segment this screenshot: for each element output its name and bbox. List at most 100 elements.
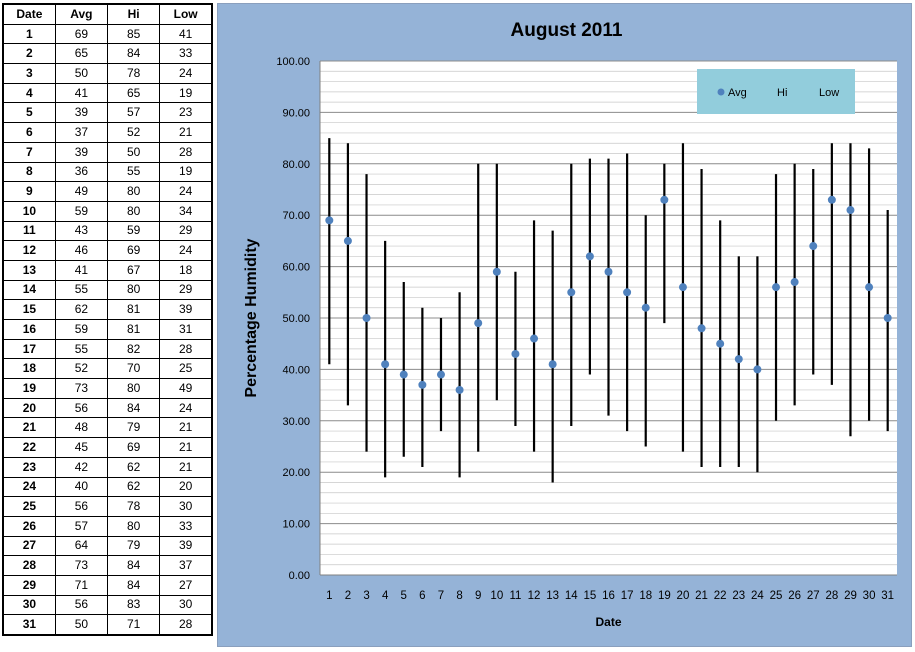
table-row: 8 36 55 19	[2, 161, 213, 183]
cell-avg: 62	[54, 299, 109, 320]
cell-date: 9	[2, 181, 56, 202]
cell-hi: 84	[106, 574, 161, 596]
avg-point	[530, 334, 539, 343]
avg-point	[641, 303, 650, 312]
table-row: 3 50 78 24	[2, 63, 213, 84]
cell-low: 21	[159, 417, 213, 439]
cell-avg: 50	[54, 63, 109, 84]
cell-low: 39	[159, 535, 213, 557]
cell-avg: 43	[54, 220, 109, 242]
cell-low: 34	[159, 200, 213, 222]
x-tick-label: 19	[658, 590, 671, 602]
x-axis-label: Date	[595, 615, 621, 629]
cell-low: 31	[159, 319, 213, 340]
header-low: Low	[159, 3, 213, 25]
cell-hi: 78	[106, 63, 161, 84]
table-row: 4 41 65 19	[2, 82, 213, 104]
cell-hi: 52	[106, 122, 161, 143]
cell-hi: 69	[106, 437, 161, 458]
cell-date: 15	[2, 299, 56, 320]
x-tick-label: 25	[770, 590, 783, 602]
cell-date: 3	[2, 63, 56, 84]
cell-date: 18	[2, 358, 56, 380]
y-tick-label: 90.00	[282, 107, 310, 119]
cell-low: 28	[159, 614, 213, 636]
x-tick-label: 27	[807, 590, 820, 602]
cell-low: 23	[159, 102, 213, 124]
table-row: 21 48 79 21	[2, 417, 213, 439]
x-tick-label: 13	[546, 590, 559, 602]
y-tick-label: 50.00	[282, 313, 310, 325]
cell-hi: 81	[106, 299, 161, 320]
cell-avg: 64	[54, 535, 109, 557]
cell-date: 4	[2, 82, 56, 104]
table-row: 9 49 80 24	[2, 181, 213, 202]
avg-point	[716, 339, 725, 348]
table-row: 25 56 78 30	[2, 496, 213, 517]
table-row: 28 73 84 37	[2, 555, 213, 576]
chart-panel: 0.00 10.00 20.00 30.00 40.00 50.00 60.00 70.00 8…	[217, 3, 912, 647]
x-tick-label: 10	[490, 590, 503, 602]
cell-avg: 37	[54, 122, 109, 143]
cell-hi: 84	[106, 397, 161, 419]
x-tick-label: 21	[695, 590, 708, 602]
cell-low: 19	[159, 161, 213, 183]
avg-point	[548, 360, 557, 369]
x-tick-label: 29	[844, 590, 857, 602]
cell-date: 8	[2, 161, 56, 183]
x-tick-label: 28	[825, 590, 838, 602]
cell-avg: 52	[54, 358, 109, 380]
x-tick-label: 16	[602, 590, 615, 602]
cell-hi: 70	[106, 358, 161, 380]
cell-date: 25	[2, 496, 56, 517]
cell-avg: 73	[54, 378, 109, 399]
table-row: 7 39 50 28	[2, 141, 213, 163]
table-row: 2 65 84 33	[2, 43, 213, 65]
table-row: 18 52 70 25	[2, 358, 213, 380]
avg-point	[678, 283, 687, 292]
x-tick-label: 2	[345, 590, 351, 602]
avg-point	[325, 216, 334, 225]
cell-hi: 85	[106, 23, 161, 45]
cell-hi: 78	[106, 496, 161, 517]
cell-low: 25	[159, 358, 213, 380]
cell-hi: 80	[106, 181, 161, 202]
avg-point	[865, 283, 874, 292]
cell-hi: 55	[106, 161, 161, 183]
y-tick-label: 20.00	[282, 467, 310, 479]
table-row: 11 43 59 29	[2, 220, 213, 242]
avg-point	[399, 370, 408, 379]
cell-date: 24	[2, 476, 56, 498]
avg-point	[734, 355, 743, 364]
x-tick-label: 12	[528, 590, 541, 602]
cell-low: 30	[159, 594, 213, 616]
cell-avg: 39	[54, 102, 109, 124]
avg-point	[474, 319, 483, 328]
x-tick-label: 5	[401, 590, 407, 602]
table-row: 31 50 71 28	[2, 614, 213, 636]
avg-point	[772, 283, 781, 292]
x-tick-label: 15	[583, 590, 596, 602]
avg-point	[436, 370, 445, 379]
cell-avg: 36	[54, 161, 109, 183]
cell-avg: 59	[54, 200, 109, 222]
header-hi: Hi	[106, 3, 161, 25]
x-tick-label: 26	[788, 590, 801, 602]
table-row: 30 56 83 30	[2, 594, 213, 616]
cell-avg: 41	[54, 82, 109, 104]
cell-hi: 79	[106, 417, 161, 439]
cell-hi: 81	[106, 319, 161, 340]
x-tick-label: 11	[509, 590, 521, 602]
avg-point	[492, 267, 501, 276]
x-tick-label: 3	[363, 590, 369, 602]
cell-date: 26	[2, 515, 56, 537]
cell-avg: 45	[54, 437, 109, 458]
cell-hi: 67	[106, 259, 161, 281]
cell-avg: 46	[54, 240, 109, 261]
cell-avg: 55	[54, 338, 109, 360]
y-tick-label: 40.00	[282, 364, 310, 376]
y-tick-label: 30.00	[282, 416, 310, 428]
cell-date: 22	[2, 437, 56, 458]
cell-low: 24	[159, 63, 213, 84]
avg-point	[511, 349, 520, 358]
